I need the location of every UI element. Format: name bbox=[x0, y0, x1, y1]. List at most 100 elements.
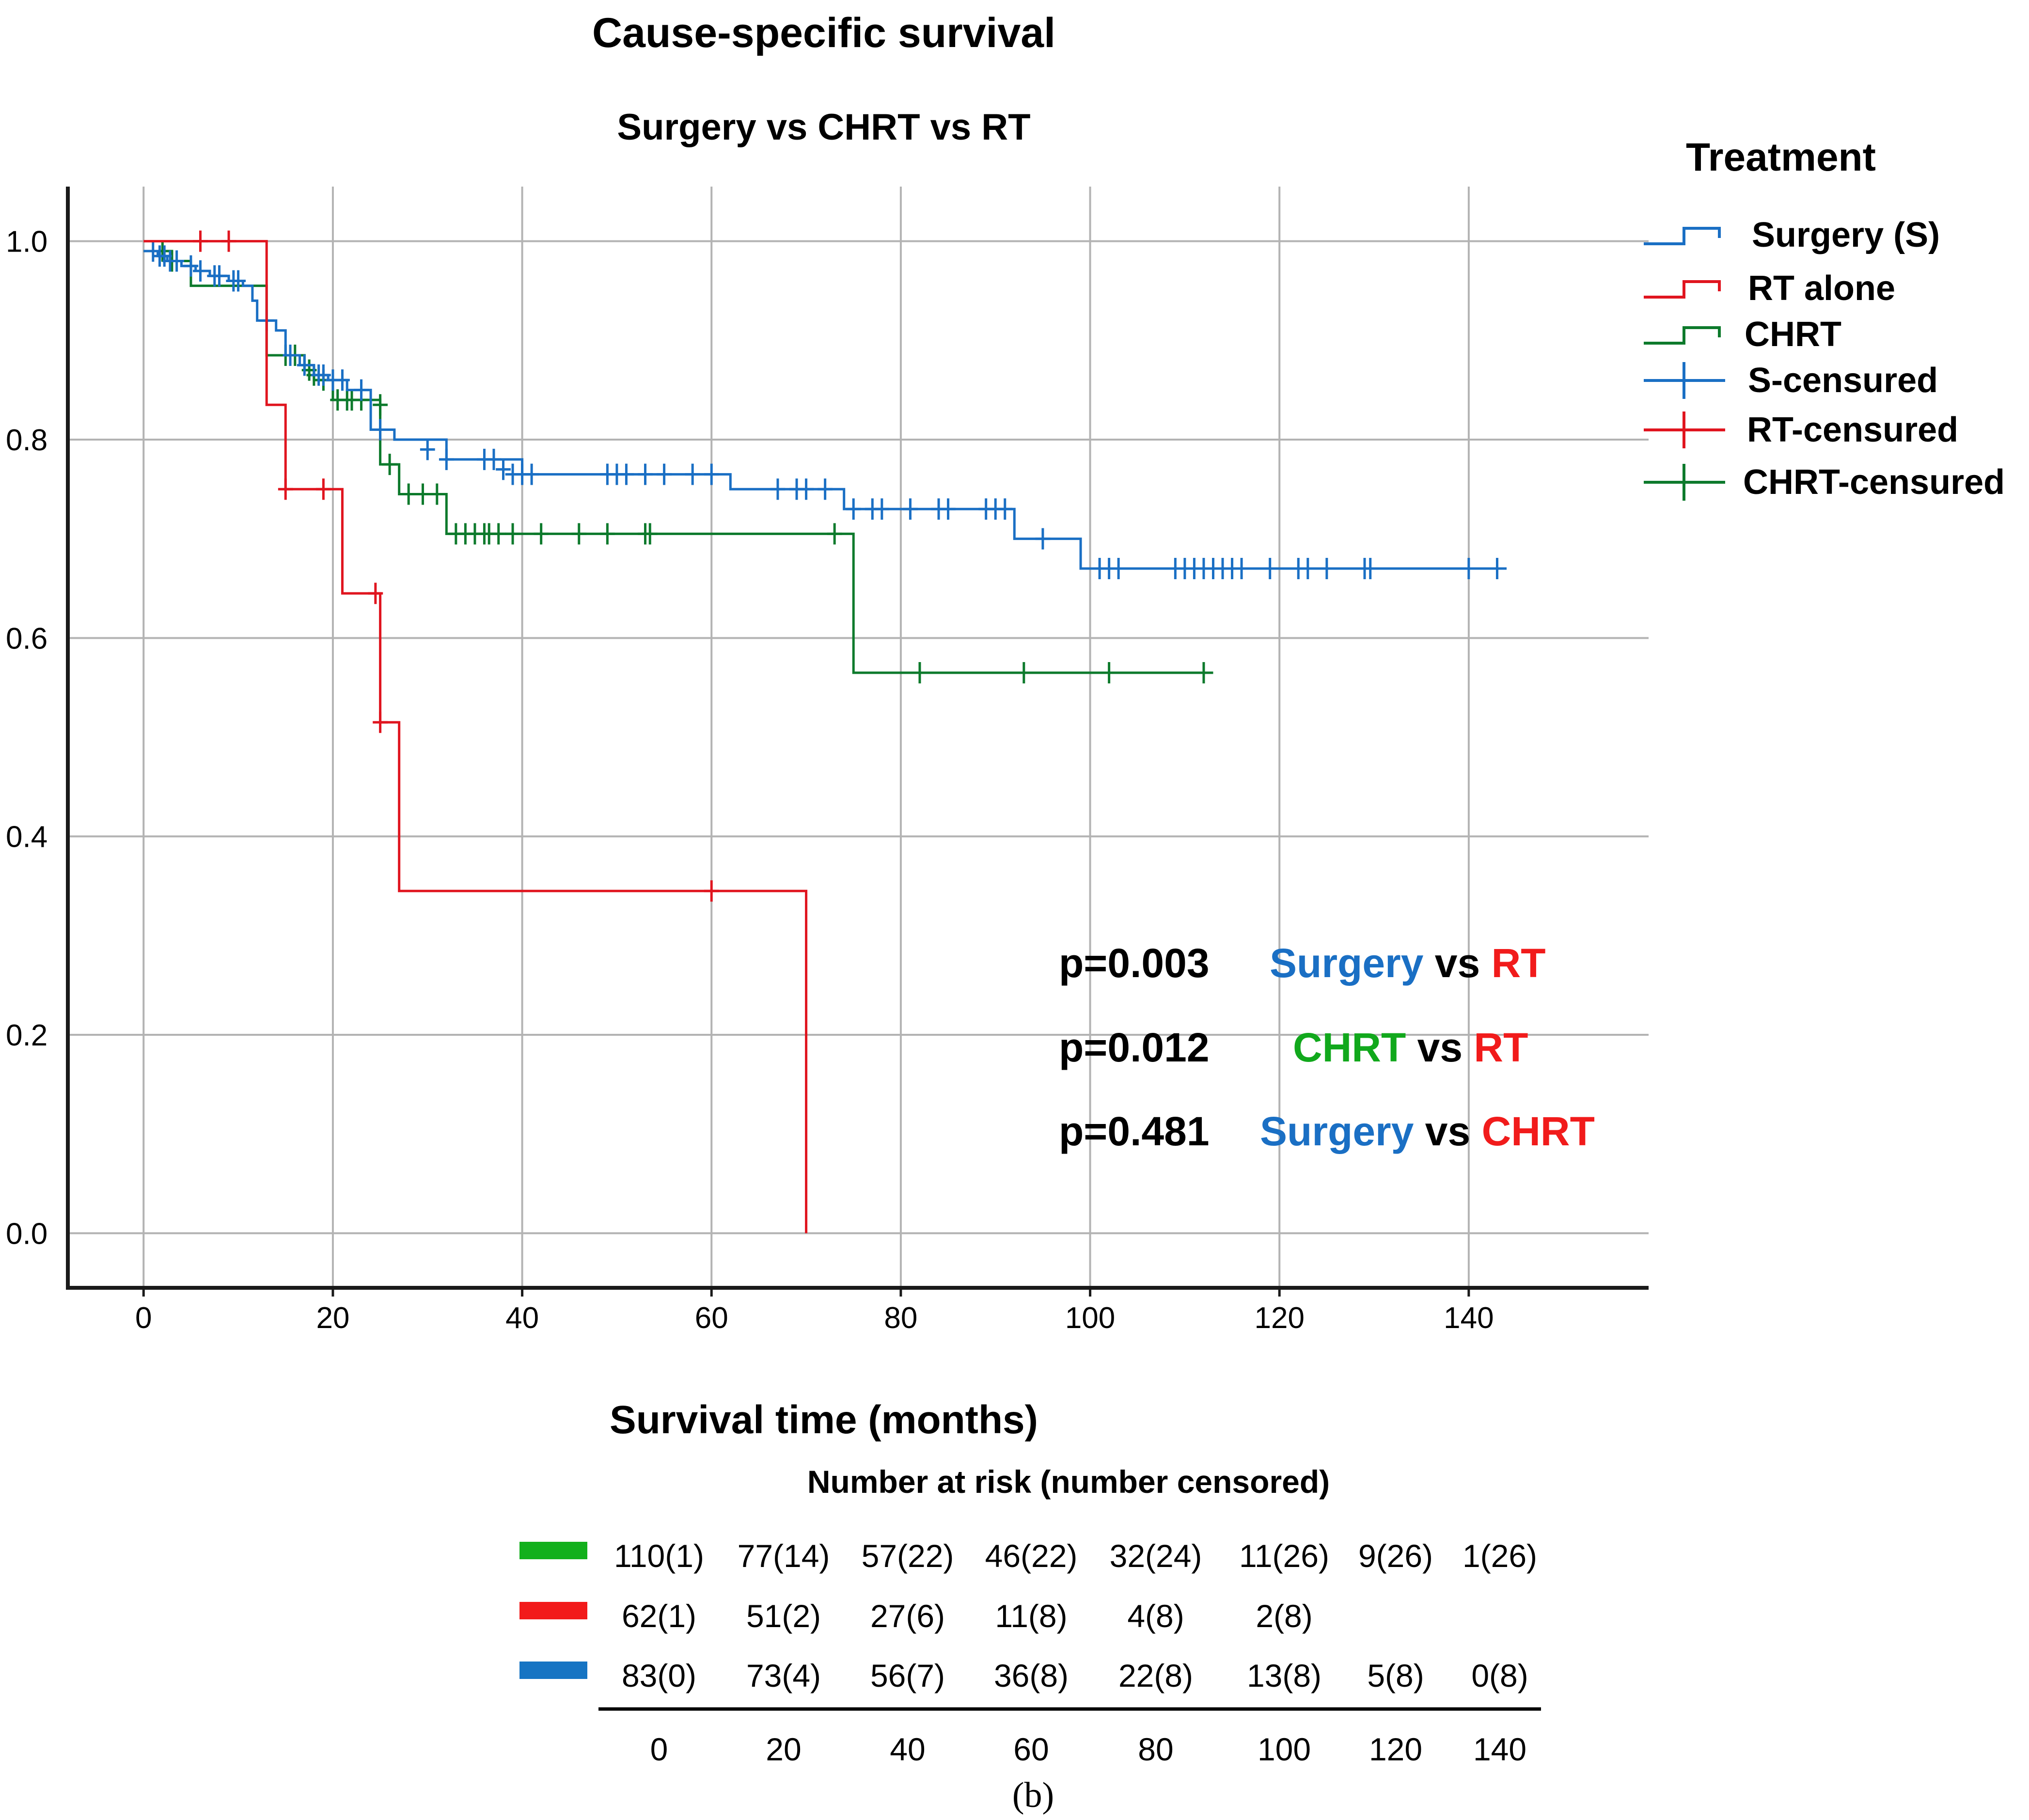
censor-mark bbox=[193, 260, 208, 282]
risk-cell: 22(8) bbox=[1118, 1658, 1193, 1693]
group-a: Surgery bbox=[1260, 1108, 1414, 1154]
risk-time-label: 60 bbox=[1013, 1731, 1049, 1767]
risk-cell: 4(8) bbox=[1127, 1598, 1184, 1634]
risk-cell: 56(7) bbox=[870, 1658, 945, 1693]
censor-mark bbox=[997, 498, 1013, 520]
censor-mark bbox=[415, 483, 430, 505]
risk-cell: 2(8) bbox=[1256, 1598, 1312, 1634]
p-value: p=0.012 bbox=[1059, 1025, 1210, 1070]
risk-row: 110(1) 77(14) 57(22) 46(22) 32(24) 11(26) 9(26… bbox=[519, 1538, 1537, 1574]
risk-cell: 1(26) bbox=[1463, 1538, 1537, 1574]
censor-mark bbox=[193, 230, 208, 252]
legend-item: Surgery (S) bbox=[1644, 216, 1940, 254]
legend-title: Treatment bbox=[1686, 135, 1876, 179]
survival-curve bbox=[143, 250, 1213, 674]
legend-step-swatch bbox=[1644, 326, 1721, 345]
censor-mark bbox=[382, 454, 397, 475]
censor-mark bbox=[297, 354, 312, 376]
vs-word: vs bbox=[1423, 940, 1491, 986]
censor-mark bbox=[1490, 558, 1505, 580]
legend-label: CHRT bbox=[1745, 315, 1841, 354]
censor-mark bbox=[903, 498, 918, 520]
vs-word: vs bbox=[1414, 1108, 1481, 1154]
x-tick-label: 40 bbox=[505, 1301, 539, 1335]
p-value-row: p=0.012 CHRT vs RT bbox=[1059, 1025, 1528, 1070]
group-a: Surgery bbox=[1270, 940, 1424, 986]
risk-time-label: 100 bbox=[1258, 1731, 1311, 1767]
chart-subtitle: Surgery vs CHRT vs RT bbox=[617, 107, 1030, 148]
censor-mark bbox=[1300, 558, 1316, 580]
censor-mark bbox=[373, 712, 388, 733]
censor-mark bbox=[846, 498, 861, 520]
survival-curve bbox=[143, 240, 808, 1234]
legend: Treatment Surgery (S) RT alone CHRT S-censu… bbox=[1644, 135, 2005, 502]
group-b: RT bbox=[1474, 1025, 1528, 1070]
x-tick-label: 0 bbox=[135, 1301, 152, 1335]
censor-mark bbox=[599, 523, 615, 545]
group-b: RT bbox=[1492, 940, 1546, 986]
legend-label: RT-censured bbox=[1747, 411, 1958, 449]
plot-area bbox=[143, 230, 1507, 1234]
risk-cell: 57(22) bbox=[862, 1538, 954, 1574]
chart-title: Cause-specific survival bbox=[592, 10, 1055, 56]
censor-mark bbox=[183, 255, 199, 277]
legend-item: RT-censured bbox=[1644, 411, 1958, 449]
comparison-label: Surgery vs RT bbox=[1270, 940, 1546, 986]
legend-cross-swatch bbox=[1644, 464, 1725, 501]
legend-label: CHRT-censured bbox=[1743, 463, 2005, 502]
number-at-risk-table: Number at risk (number censored) 110(1) 7… bbox=[519, 1464, 1541, 1767]
series-chrt bbox=[143, 240, 1213, 683]
risk-row-color-bar bbox=[519, 1662, 587, 1679]
censor-mark bbox=[874, 498, 890, 520]
comparison-label: Surgery vs CHRT bbox=[1260, 1108, 1595, 1154]
risk-cell: 27(6) bbox=[870, 1598, 945, 1634]
censor-mark bbox=[496, 459, 511, 480]
x-axis-label: Survival time (months) bbox=[610, 1398, 1038, 1442]
risk-time-label: 0 bbox=[650, 1731, 668, 1767]
censor-mark bbox=[770, 478, 786, 500]
series-rt-alone bbox=[143, 230, 808, 1234]
censor-mark bbox=[373, 419, 388, 441]
x-tick-label: 120 bbox=[1254, 1301, 1304, 1335]
risk-row-color-bar bbox=[519, 1542, 587, 1559]
vs-word: vs bbox=[1406, 1025, 1474, 1070]
risk-time-label: 40 bbox=[890, 1731, 925, 1767]
censor-mark bbox=[704, 880, 719, 902]
censor-mark bbox=[638, 463, 653, 485]
censor-mark bbox=[491, 523, 506, 545]
risk-time-label: 140 bbox=[1473, 1731, 1526, 1767]
censor-mark bbox=[354, 379, 369, 401]
censor-mark bbox=[221, 230, 236, 252]
comparison-label: CHRT vs RT bbox=[1293, 1025, 1528, 1070]
censor-mark bbox=[1262, 558, 1278, 580]
censor-mark bbox=[642, 523, 658, 545]
y-axis-ticks: 0.0 0.2 0.4 0.6 0.8 1.0 bbox=[6, 225, 47, 1251]
risk-row-color-bar bbox=[519, 1602, 587, 1619]
x-tick-label: 60 bbox=[695, 1301, 728, 1335]
censor-mark bbox=[657, 463, 672, 485]
grid-lines bbox=[68, 187, 1649, 1288]
risk-time-label: 20 bbox=[766, 1731, 801, 1767]
p-value-row: p=0.003 Surgery vs RT bbox=[1059, 940, 1546, 986]
censor-mark bbox=[1111, 558, 1126, 580]
censor-mark bbox=[283, 344, 298, 366]
legend-step-swatch bbox=[1644, 280, 1721, 299]
censor-mark bbox=[439, 448, 454, 470]
legend-cross-swatch bbox=[1644, 411, 1725, 448]
censor-mark bbox=[1196, 662, 1211, 683]
risk-cell: 51(2) bbox=[746, 1598, 821, 1634]
p-value-annotations: p=0.003 Surgery vs RT p=0.012 CHRT vs RTp=0… bbox=[1059, 940, 1595, 1154]
legend-label: RT alone bbox=[1748, 269, 1895, 308]
y-tick-label: 0.4 bbox=[6, 821, 47, 854]
risk-cell: 0(8) bbox=[1471, 1658, 1528, 1693]
censor-mark bbox=[335, 369, 350, 391]
risk-cell: 73(4) bbox=[746, 1658, 821, 1693]
risk-cell: 5(8) bbox=[1367, 1658, 1424, 1693]
censor-mark bbox=[1461, 558, 1477, 580]
censor-mark bbox=[401, 483, 416, 505]
risk-time-label: 80 bbox=[1138, 1731, 1173, 1767]
censor-mark bbox=[145, 240, 161, 262]
censor-mark bbox=[1234, 558, 1249, 580]
risk-cell: 11(8) bbox=[995, 1598, 1067, 1634]
censor-mark bbox=[373, 394, 388, 416]
